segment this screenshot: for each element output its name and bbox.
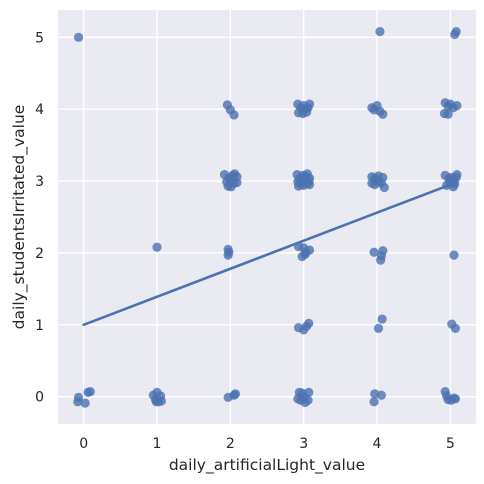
x-tick-labels: 0 1 2 3 4 5 (79, 436, 455, 452)
data-point (80, 398, 90, 408)
data-point (152, 242, 162, 252)
data-point (443, 109, 453, 119)
data-point (449, 250, 459, 260)
x-tick-label: 0 (79, 436, 88, 452)
x-tick-label: 2 (226, 436, 235, 452)
x-tick-label: 4 (373, 436, 382, 452)
x-tick-label: 5 (446, 436, 455, 452)
y-axis-label: daily_studentsIrritated_value (10, 105, 29, 330)
data-point (303, 103, 313, 113)
data-point (293, 177, 303, 187)
regression-line (82, 183, 452, 327)
data-point (85, 387, 95, 397)
data-point (304, 318, 314, 328)
y-tick-label: 4 (35, 102, 44, 118)
data-point (156, 396, 166, 406)
grid-lines (58, 10, 476, 424)
data-point (300, 249, 310, 259)
data-point (450, 29, 460, 40)
data-point (223, 250, 233, 260)
x-tick-label: 1 (153, 436, 162, 452)
x-axis-label: daily_artificialLight_value (169, 456, 365, 475)
data-point (376, 255, 386, 265)
data-point (450, 394, 461, 404)
data-point (373, 323, 384, 334)
y-tick-labels: 0 1 2 3 4 5 (35, 30, 44, 405)
data-point (450, 323, 461, 334)
data-point (375, 26, 385, 37)
data-point (376, 390, 386, 400)
y-tick-label: 5 (35, 30, 44, 46)
y-tick-label: 3 (35, 174, 44, 190)
data-point (73, 32, 84, 42)
y-tick-label: 1 (35, 318, 44, 334)
data-point (300, 397, 310, 408)
data-point (377, 314, 387, 324)
y-tick-label: 0 (35, 390, 44, 406)
data-point (369, 247, 379, 257)
data-point (73, 392, 84, 403)
data-point (379, 182, 389, 193)
data-point (304, 176, 314, 186)
data-points (73, 26, 462, 408)
data-point (378, 109, 388, 119)
plot-background (58, 10, 476, 424)
data-point (229, 110, 239, 120)
data-point (450, 179, 460, 189)
data-point (223, 392, 233, 403)
data-point (226, 182, 236, 192)
y-tick-label: 2 (35, 246, 44, 262)
x-tick-label: 3 (299, 436, 308, 452)
data-point (369, 397, 379, 407)
data-point (452, 100, 462, 111)
